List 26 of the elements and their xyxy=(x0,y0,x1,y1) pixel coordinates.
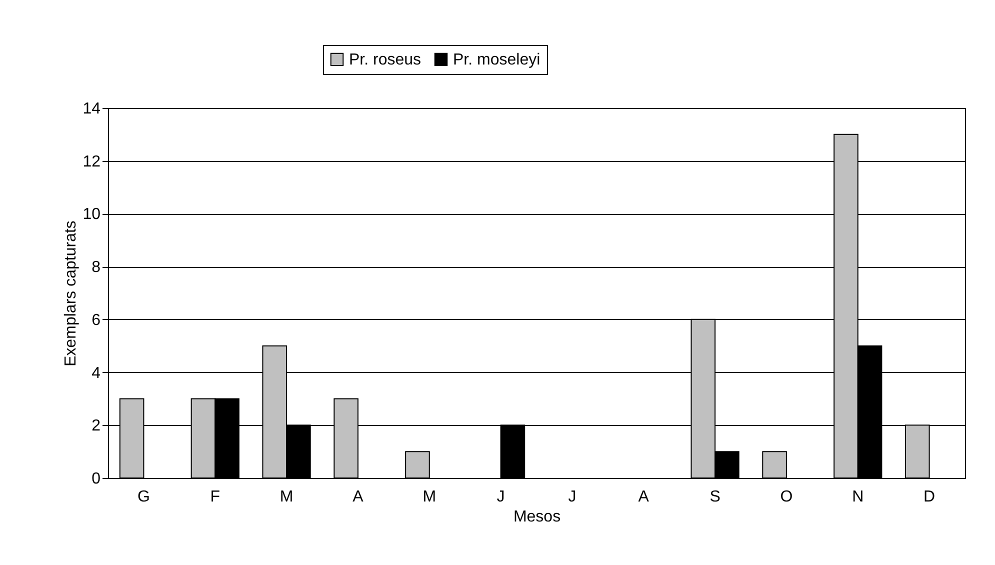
x-tick-label: D xyxy=(924,488,936,506)
x-tick-label: M xyxy=(280,488,294,506)
x-axis-title: Mesos xyxy=(513,508,561,526)
x-tick-label: G xyxy=(137,488,150,506)
y-tick-label: 12 xyxy=(82,153,101,170)
x-tick-label: F xyxy=(210,488,220,506)
y-tick-label: 6 xyxy=(92,312,101,329)
x-tick-label: N xyxy=(852,488,864,506)
x-tick-label: J xyxy=(568,488,576,506)
y-tick-label: 8 xyxy=(92,259,101,276)
y-tick-label: 4 xyxy=(92,364,101,382)
x-tick-label: A xyxy=(352,488,364,506)
bar xyxy=(762,451,787,478)
x-tick-label: M xyxy=(422,488,436,506)
legend-label: Pr. moseleyi xyxy=(453,51,540,68)
y-tick-label: 0 xyxy=(92,470,101,488)
y-tick-label: 10 xyxy=(82,206,101,224)
x-tick-label: O xyxy=(780,488,793,506)
x-tick-label: J xyxy=(496,488,505,506)
x-tick-label: S xyxy=(710,488,720,506)
bar xyxy=(405,451,430,478)
y-tick-label: 14 xyxy=(82,100,101,118)
y-axis-title: Exemplars capturats xyxy=(62,220,80,366)
legend-label: Pr. roseus xyxy=(349,51,422,68)
x-tick-label: A xyxy=(638,488,650,506)
y-tick-label: 2 xyxy=(92,418,101,435)
